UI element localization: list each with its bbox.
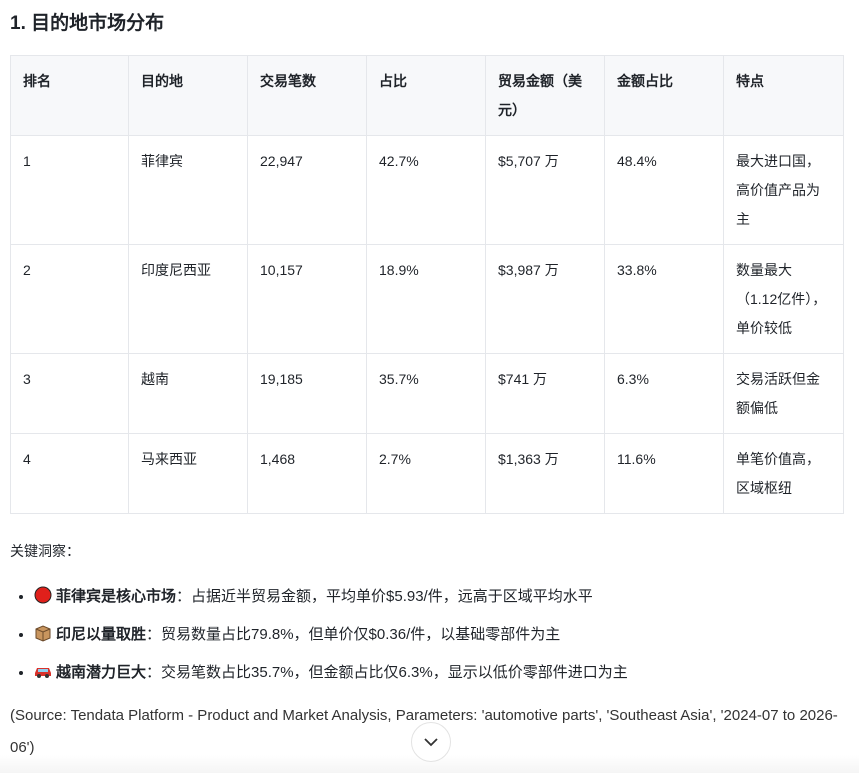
table-cell: 42.7% [366, 135, 486, 245]
table-cell: 18.9% [366, 244, 486, 354]
table-row: 4 马来西亚 1,468 2.7% $1,363 万 11.6% 单笔价值高，区域枢纽 [10, 433, 844, 514]
table-cell: 印度尼西亚 [128, 244, 248, 354]
table-cell: 2 [10, 244, 129, 354]
table-cell: 4 [10, 433, 129, 514]
package-icon [35, 625, 51, 642]
header-cell: 排名 [10, 55, 129, 136]
table-cell: 3 [10, 353, 129, 434]
table-cell: 数量最大（1.12亿件），单价较低 [723, 244, 844, 354]
table-cell: 马来西亚 [128, 433, 248, 514]
insight-heading: 菲律宾是核心市场 [56, 588, 177, 605]
header-cell: 特点 [723, 55, 844, 136]
table-cell: 22,947 [247, 135, 367, 245]
destination-market-table: 排名 目的地 交易笔数 占比 贸易金额（美元） 金额占比 特点 1 菲律宾 22,9… [10, 55, 844, 514]
header-cell: 交易笔数 [247, 55, 367, 136]
table-row: 3 越南 19,185 35.7% $741 万 6.3% 交易活跃但金额偏低 [10, 353, 844, 434]
insight-heading: 印尼以量取胜 [56, 626, 147, 643]
table-cell: 单笔价值高，区域枢纽 [723, 433, 844, 514]
table-cell: $3,987 万 [485, 244, 605, 354]
insight-text: ：交易笔数占比35.7%，但金额占比仅6.3%，显示以低价零部件进口为主 [146, 664, 628, 681]
table-cell: 19,185 [247, 353, 367, 434]
table-cell: $741 万 [485, 353, 605, 434]
section-title: 1. 目的地市场分布 [10, 13, 165, 34]
table-row: 1 菲律宾 22,947 42.7% $5,707 万 48.4% 最大进口国，高价值产品为… [10, 135, 844, 245]
table-cell: $5,707 万 [485, 135, 605, 245]
table-header-row: 排名 目的地 交易笔数 占比 贸易金额（美元） 金额占比 特点 [10, 55, 844, 136]
table-cell: 交易活跃但金额偏低 [723, 353, 844, 434]
car-icon [35, 668, 51, 678]
table-cell: 2.7% [366, 433, 486, 514]
list-item: 越南潜力巨大：交易笔数占比35.7%，但金额占比仅6.3%，显示以低价零部件进口… [34, 654, 628, 692]
red-circle-icon [34, 586, 52, 604]
table-cell: 1,468 [247, 433, 367, 514]
table-cell: 33.8% [604, 244, 724, 354]
bottom-fade [0, 755, 859, 773]
insight-heading: 越南潜力巨大 [56, 664, 147, 681]
header-cell: 占比 [366, 55, 486, 136]
table-cell: 11.6% [604, 433, 724, 514]
table-cell: 越南 [128, 353, 248, 434]
header-cell: 目的地 [128, 55, 248, 136]
table-cell: 菲律宾 [128, 135, 248, 245]
table-cell: 最大进口国，高价值产品为主 [723, 135, 844, 245]
header-cell: 金额占比 [604, 55, 724, 136]
insights-title: 关键洞察： [10, 543, 80, 559]
scroll-down-button[interactable] [411, 722, 451, 762]
table-cell: 6.3% [604, 353, 724, 434]
list-item: 印尼以量取胜：贸易数量占比79.8%，但单价仅$0.36/件，以基础零部件为主 [34, 616, 628, 654]
table-cell: 10,157 [247, 244, 367, 354]
table-cell: 1 [10, 135, 129, 245]
table-row: 2 印度尼西亚 10,157 18.9% $3,987 万 33.8% 数量最大（1.12亿… [10, 244, 844, 354]
table-cell: 48.4% [604, 135, 724, 245]
header-cell: 贸易金额（美元） [485, 55, 605, 136]
table-cell: $1,363 万 [485, 433, 605, 514]
insight-text: ：占据近半贸易金额，平均单价$5.93/件，远高于区域平均水平 [176, 588, 593, 605]
list-item: 菲律宾是核心市场：占据近半贸易金额，平均单价$5.93/件，远高于区域平均水平 [34, 578, 628, 616]
insight-text: ：贸易数量占比79.8%，但单价仅$0.36/件，以基础零部件为主 [146, 626, 561, 643]
table-cell: 35.7% [366, 353, 486, 434]
source-citation: (Source: Tendata Platform - Product and … [10, 707, 838, 756]
insights-list: 菲律宾是核心市场：占据近半贸易金额，平均单价$5.93/件，远高于区域平均水平 … [0, 578, 628, 692]
chevron-down-icon [424, 738, 438, 747]
